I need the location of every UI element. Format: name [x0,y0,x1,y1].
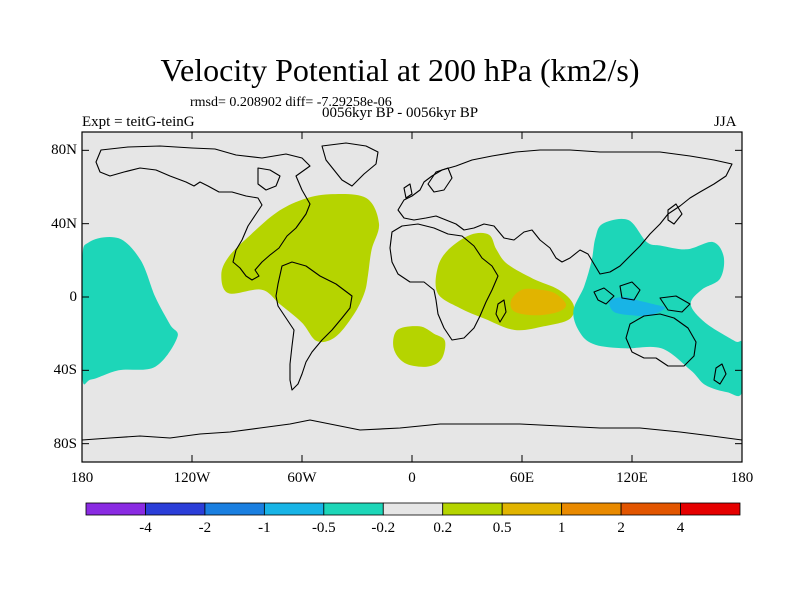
colorbar-label: -0.5 [311,520,336,536]
y-tick-label: 40N [51,215,77,232]
y-tick-label: 0 [69,289,78,305]
coastline-new-guinea [659,295,691,313]
coastline-africa [389,223,499,341]
y-tick-label: 40S [53,362,77,379]
x-tick-label: 0 [408,470,416,486]
colorbar-swatch [145,502,206,516]
region-maritime-continent-core [609,297,666,317]
colorbar-label: 2 [617,520,625,536]
region-south-atlantic-positive [393,326,446,367]
coastline-sumatra [593,287,615,305]
coastline-british-isles [403,183,413,199]
colorbar-swatch [204,502,265,516]
region-central-pacific-negative [82,237,178,385]
coastlines [82,142,742,441]
x-tick-label: 120E [616,470,648,486]
colorbar-swatch [680,502,741,516]
colorbar-swatch [263,502,325,516]
colorbar-label: -2 [198,520,212,536]
colorbar-swatch [85,502,146,516]
season-label: JJA [714,114,737,130]
colorbar-label: 4 [676,520,685,536]
period-text: 0056kyr BP - 0056kyr BP [321,105,479,121]
coastline-new-zealand [713,363,727,385]
colorbar-label: 0.2 [433,520,453,536]
region-indian-ocean-moderate [510,288,567,316]
colorbar [85,502,741,516]
x-tick-label: 120W [173,470,211,486]
coastline-hudson-bay [257,167,281,191]
coastline-south-america [275,261,353,391]
coastline-eurasia [397,149,733,275]
stats-text: rmsd= 0.208902 diff= -7.29258e-06 [190,95,392,110]
region-atlantic-positive [221,194,380,343]
x-tick-label: 180 [70,470,94,486]
x-tick-label: 60W [287,470,317,486]
experiment-label: Expt = teitG-teinG [82,114,195,130]
colorbar-swatch [501,502,563,516]
coastline-borneo [619,281,641,301]
chart-title: Velocity Potential at 200 hPa (km2/s) [160,52,640,88]
colorbar-swatch [442,502,503,516]
colorbar-label: 0.5 [492,520,512,536]
axis-ticks [81,132,743,462]
coastline-greenland [321,142,379,187]
coastline-madagascar [495,299,507,323]
colorbar-label: -0.2 [371,520,396,536]
shaded-regions [82,194,742,397]
colorbar-label: -1 [258,520,271,536]
coastline-japan [667,203,683,225]
coastline-antarctica [82,419,742,441]
coastline-north-america [95,145,311,281]
colorbar-label: 1 [557,520,566,536]
x-tick-label: 60E [509,470,535,486]
y-tick-label: 80N [51,142,77,159]
x-tick-label: 180 [730,470,754,486]
colorbar-label: -4 [139,520,152,536]
colorbar-swatch [382,502,444,516]
coastline-australia [625,313,697,367]
colorbar-swatch [620,502,681,516]
colorbar-swatch [561,502,622,516]
y-tick-label: 80S [53,435,77,452]
colorbar-swatch [323,502,384,516]
coastline-scandinavia [427,167,453,193]
